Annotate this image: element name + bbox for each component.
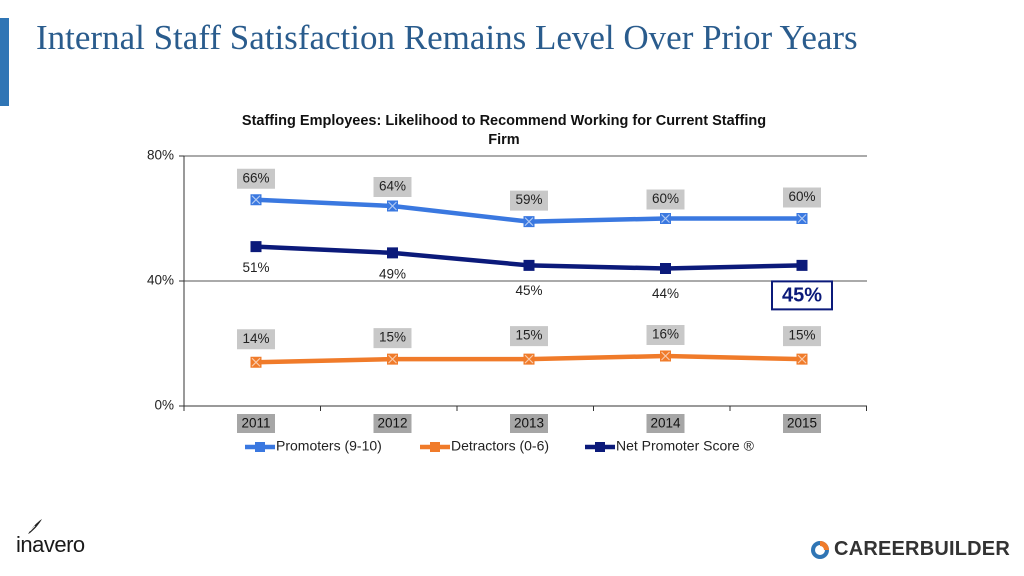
data-label: 15% bbox=[373, 328, 412, 349]
inavero-logo-text: inavero bbox=[16, 532, 85, 557]
data-label-box bbox=[646, 325, 685, 345]
slide-title: Internal Staff Satisfaction Remains Leve… bbox=[36, 18, 858, 57]
x-tick-label-text: 2014 bbox=[650, 416, 681, 431]
data-label-box bbox=[783, 326, 821, 347]
data-label-text: 14% bbox=[242, 331, 269, 346]
data-label: 45% bbox=[515, 283, 542, 298]
data-point bbox=[250, 241, 262, 253]
data-label-text: 60% bbox=[652, 191, 679, 206]
data-label-text: 66% bbox=[242, 170, 269, 185]
y-tick-label: 40% bbox=[147, 273, 174, 288]
data-label-text: 60% bbox=[788, 189, 815, 204]
legend-swatch-marker bbox=[595, 442, 605, 452]
data-point bbox=[660, 263, 671, 274]
data-label-box bbox=[510, 190, 548, 211]
data-label: 60% bbox=[646, 189, 685, 210]
data-point bbox=[660, 350, 671, 362]
data-point bbox=[660, 213, 671, 224]
data-label-text: 15% bbox=[515, 328, 542, 343]
x-tick-label-text: 2012 bbox=[377, 416, 407, 431]
data-label: 16% bbox=[646, 325, 685, 345]
data-label: 51% bbox=[242, 260, 269, 275]
legend-label: Promoters (9-10) bbox=[276, 438, 382, 454]
data-point bbox=[387, 247, 398, 259]
data-label-text: 16% bbox=[652, 327, 679, 342]
x-tick-label-text: 2011 bbox=[241, 416, 270, 431]
series-net-promoter-score: 51% 49% 45% 44% 45% bbox=[242, 241, 833, 311]
legend-label: Detractors (0-6) bbox=[451, 438, 549, 454]
data-label-box bbox=[237, 329, 275, 350]
data-label-box bbox=[783, 187, 821, 208]
data-point bbox=[523, 353, 535, 365]
data-label-text: 49% bbox=[379, 266, 406, 281]
data-label-text: 45% bbox=[515, 283, 542, 298]
legend-swatch-marker bbox=[255, 442, 265, 452]
data-point bbox=[523, 259, 535, 271]
data-label-box bbox=[373, 177, 412, 197]
legend-swatch-marker bbox=[430, 442, 440, 452]
x-tick-label-box bbox=[783, 414, 821, 433]
legend-item: Net Promoter Score ® bbox=[585, 438, 755, 454]
series-promoters-9-10: 66% 64% 59% 60% 60% bbox=[237, 168, 821, 228]
data-label: 59% bbox=[510, 190, 548, 211]
x-tick-label: 2012 bbox=[373, 414, 412, 433]
data-label: 15% bbox=[783, 326, 821, 347]
data-label: 14% bbox=[237, 329, 275, 350]
data-point bbox=[796, 259, 808, 271]
data-point bbox=[523, 216, 535, 228]
legend: Promoters (9-10) Detractors (0-6) Net Prom… bbox=[245, 438, 755, 454]
data-label-text: 64% bbox=[379, 179, 406, 194]
x-tick-label-box bbox=[237, 414, 275, 433]
legend-item: Promoters (9-10) bbox=[245, 438, 382, 454]
data-point bbox=[387, 353, 398, 365]
data-label-text: 51% bbox=[242, 260, 269, 275]
chart-title-line: Firm bbox=[488, 132, 519, 148]
x-tick-label: 2011 bbox=[237, 414, 275, 433]
x-tick-label: 2013 bbox=[510, 414, 548, 433]
data-label-box bbox=[373, 328, 412, 349]
series-detractors-0-6: 14% 15% 15% 16% 15% bbox=[237, 325, 821, 368]
legend-item: Detractors (0-6) bbox=[420, 438, 549, 454]
data-point bbox=[796, 213, 808, 224]
chart-title-line: Staffing Employees: Likelihood to Recomm… bbox=[242, 113, 766, 129]
x-tick-label-box bbox=[646, 414, 685, 433]
inavero-logo: inavero bbox=[16, 519, 85, 558]
data-label-text: 15% bbox=[788, 328, 815, 343]
x-tick-label-box bbox=[510, 414, 548, 433]
data-label-text: 59% bbox=[515, 192, 542, 207]
x-tick-label: 2014 bbox=[646, 414, 685, 433]
careerbuilder-logo: CAREERBUILDER bbox=[810, 538, 1010, 561]
data-label-box bbox=[237, 168, 275, 189]
data-point bbox=[796, 353, 808, 365]
x-tick-label-box bbox=[373, 414, 412, 433]
data-point bbox=[250, 194, 262, 206]
x-tick-label: 2015 bbox=[783, 414, 821, 433]
x-tick-label-text: 2013 bbox=[514, 416, 544, 431]
chart-title: Staffing Employees: Likelihood to Recomm… bbox=[242, 113, 766, 148]
data-label-box bbox=[510, 326, 548, 347]
y-tick-label: 0% bbox=[154, 398, 174, 413]
y-tick-label: 80% bbox=[147, 148, 174, 163]
legend-label: Net Promoter Score ® bbox=[616, 438, 755, 454]
data-point bbox=[250, 356, 262, 368]
x-tick-label-text: 2015 bbox=[787, 416, 817, 431]
title-accent-bar bbox=[0, 18, 9, 106]
data-label-text: 44% bbox=[652, 286, 679, 301]
careerbuilder-mark-icon bbox=[811, 540, 830, 559]
feather-icon bbox=[28, 519, 42, 534]
data-label: 44% bbox=[652, 286, 679, 301]
data-point bbox=[387, 200, 398, 212]
careerbuilder-logo-text: CAREERBUILDER bbox=[834, 538, 1010, 560]
data-label-box bbox=[646, 189, 685, 210]
callout-box bbox=[771, 280, 833, 311]
data-label: 15% bbox=[510, 326, 548, 347]
data-label: 64% bbox=[373, 177, 412, 197]
callout-text: 45% bbox=[782, 285, 822, 307]
data-label-text: 15% bbox=[379, 330, 406, 345]
data-label: 49% bbox=[379, 266, 406, 281]
data-label: 45% bbox=[771, 280, 833, 311]
data-label: 66% bbox=[237, 168, 275, 189]
data-label: 60% bbox=[783, 187, 821, 208]
